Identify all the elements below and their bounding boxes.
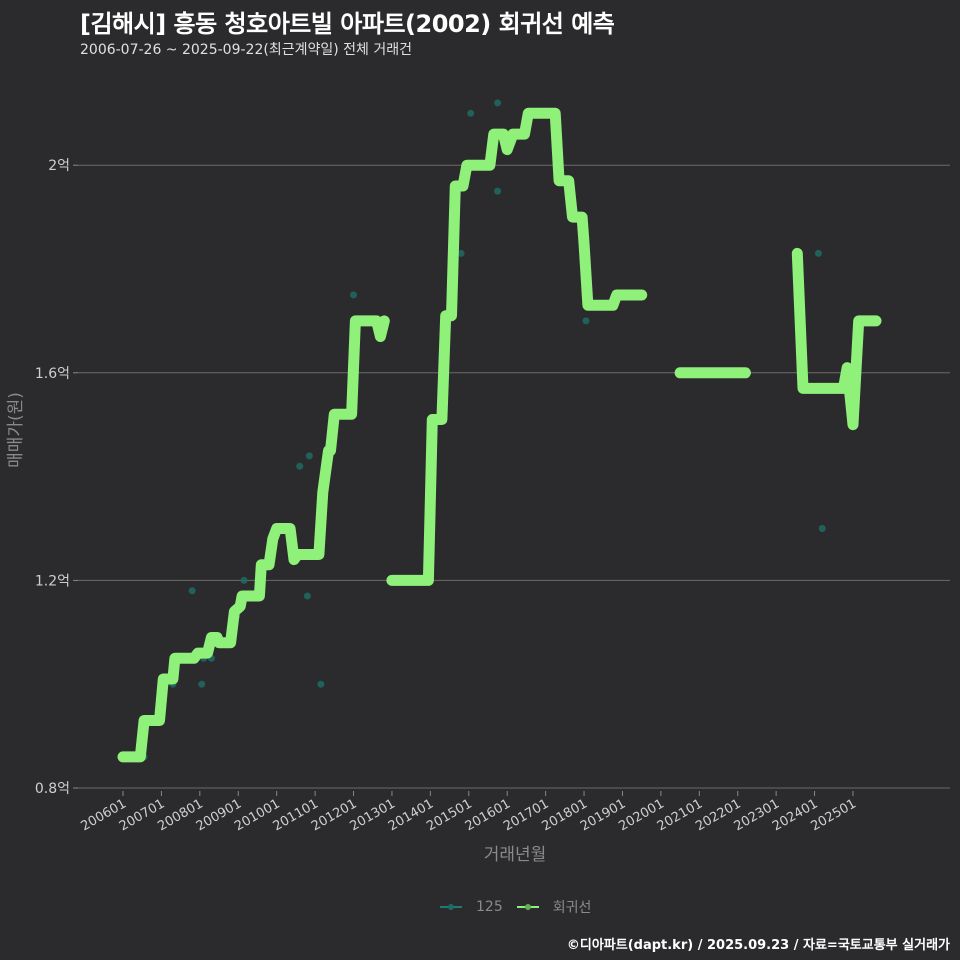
y-tick-label: 1.6억 <box>35 366 70 382</box>
regression-segment <box>386 107 648 586</box>
scatter-point <box>494 187 502 195</box>
legend-key-125 <box>440 902 462 912</box>
regression-segment <box>791 247 882 431</box>
legend: 125 회귀선 <box>440 897 605 917</box>
y-tick-label: 2억 <box>48 158 70 174</box>
scatter-point <box>317 680 325 688</box>
y-axis-title: 매매가(원) <box>6 392 26 468</box>
source-credit: ©디아파트(dapt.kr) / 2025.09.23 / 자료=국토교통부 실… <box>566 938 950 953</box>
gridlines <box>78 164 950 789</box>
scatter-point <box>818 525 826 532</box>
scatter-series-125 <box>140 99 826 761</box>
scatter-point <box>305 452 313 460</box>
chart-subtitle: 2006-07-26 ~ 2025-09-22(최근계약일) 전체 거래건 <box>80 42 412 58</box>
scatter-point <box>303 592 311 600</box>
regression-line <box>117 107 882 763</box>
legend-key-regression <box>516 902 539 912</box>
scatter-point <box>296 462 304 470</box>
scatter-point <box>467 109 475 117</box>
x-axis-title: 거래년월 <box>484 845 547 865</box>
scatter-point <box>494 99 502 107</box>
regression-segment <box>117 315 390 763</box>
scatter-point <box>457 249 465 257</box>
scatter-point <box>188 587 196 595</box>
y-axis-ticks: 0.8억 1.2억 1.6억 2억 <box>35 158 78 797</box>
legend-label-regression: 회귀선 <box>552 900 592 916</box>
scatter-point <box>240 576 248 584</box>
y-tick-label: 1.2억 <box>35 573 70 589</box>
scatter-point <box>198 680 206 688</box>
scatter-point <box>814 249 822 257</box>
scatter-point <box>350 291 358 299</box>
scatter-point <box>582 317 590 325</box>
y-tick-label: 0.8억 <box>35 781 70 797</box>
legend-label-125: 125 <box>476 899 503 915</box>
chart-title: [김해시] 흥동 청호아트빌 아파트(2002) 회귀선 예측 <box>80 10 615 38</box>
x-axis-ticks: 2006012007012008012009012010012011012012… <box>79 791 859 834</box>
